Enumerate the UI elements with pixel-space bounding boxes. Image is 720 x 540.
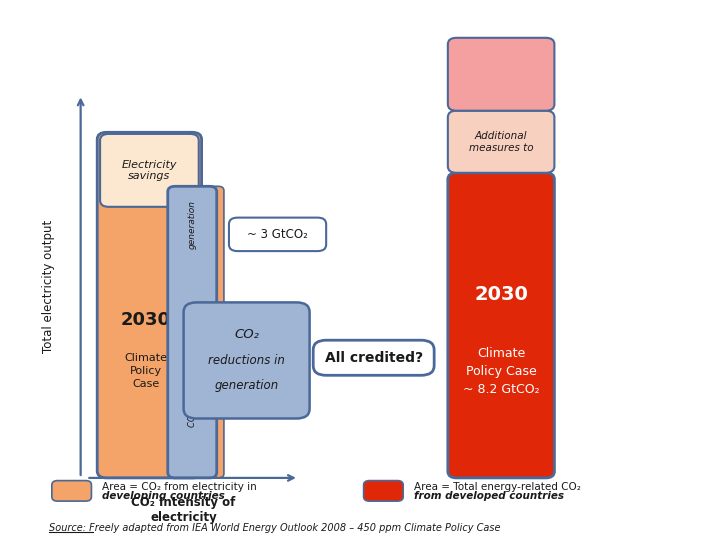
Text: generation: generation xyxy=(215,380,279,393)
FancyBboxPatch shape xyxy=(229,218,326,251)
Text: 2030: 2030 xyxy=(474,285,528,305)
Text: 2030: 2030 xyxy=(121,311,171,329)
FancyBboxPatch shape xyxy=(168,186,217,478)
FancyBboxPatch shape xyxy=(97,132,202,478)
Text: CO₂: CO₂ xyxy=(234,328,259,341)
FancyBboxPatch shape xyxy=(448,38,554,111)
Text: from ​develo​ped countries: from ​develo​ped countries xyxy=(414,491,564,501)
Text: Climate
Policy Case
~ 8.2 GtCO₂: Climate Policy Case ~ 8.2 GtCO₂ xyxy=(463,347,539,396)
Text: Source: Freely adapted from IEA World Energy Outlook 2008 – 450 ppm Climate Poli: Source: Freely adapted from IEA World En… xyxy=(49,523,500,533)
FancyBboxPatch shape xyxy=(52,481,91,501)
FancyBboxPatch shape xyxy=(448,111,554,173)
Text: Area = CO₂ from electricity in: Area = CO₂ from electricity in xyxy=(102,482,257,492)
FancyBboxPatch shape xyxy=(364,481,403,501)
Text: ~ 3 GtCO₂: ~ 3 GtCO₂ xyxy=(247,228,308,241)
Text: CO₂ red: CO₂ red xyxy=(188,395,197,427)
FancyBboxPatch shape xyxy=(205,186,224,478)
Text: Additional
measures to: Additional measures to xyxy=(469,131,534,153)
Text: Electricity
savings: Electricity savings xyxy=(122,160,177,181)
Text: All credited?: All credited? xyxy=(325,351,423,364)
Text: Climate
Policy
Case: Climate Policy Case xyxy=(125,353,167,389)
FancyBboxPatch shape xyxy=(313,340,434,375)
Text: Area = Total energy-related CO₂: Area = Total energy-related CO₂ xyxy=(414,482,581,492)
Text: developing countries: developing countries xyxy=(102,491,225,501)
Text: CO₂ Intensity of
electricity: CO₂ Intensity of electricity xyxy=(132,496,235,524)
Text: reductions in: reductions in xyxy=(208,354,285,367)
Text: Total electricity output: Total electricity output xyxy=(42,220,55,353)
FancyBboxPatch shape xyxy=(184,302,310,418)
Text: generation: generation xyxy=(188,200,197,248)
FancyBboxPatch shape xyxy=(100,134,199,207)
FancyBboxPatch shape xyxy=(448,173,554,478)
